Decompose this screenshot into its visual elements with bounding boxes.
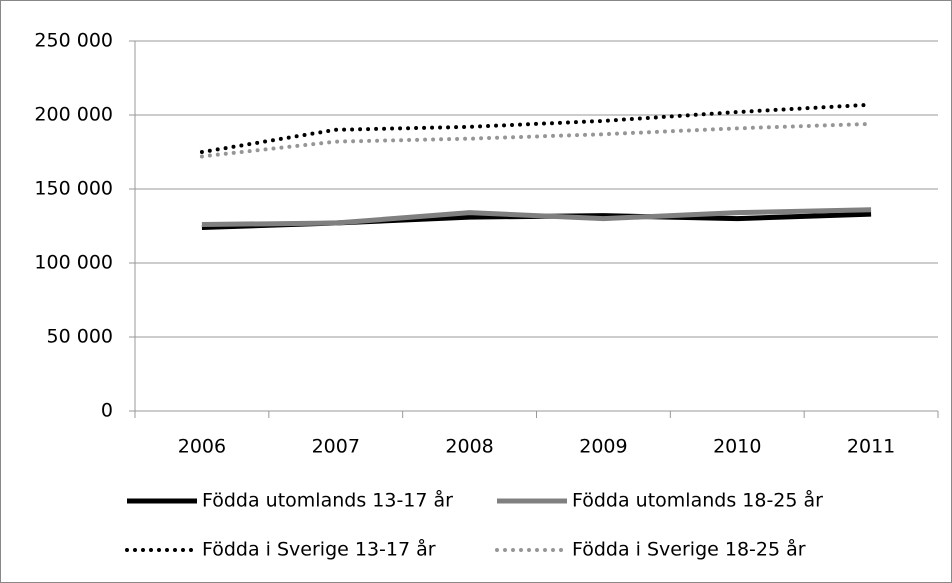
legend-label: Födda utomlands 18-25 år: [572, 489, 823, 512]
x-tick-label: 2007: [312, 436, 360, 458]
y-tick-label: 200 000: [34, 104, 113, 126]
y-tick-label: 150 000: [34, 178, 113, 200]
y-tick-label: 0: [101, 400, 113, 422]
x-tick-label: 2011: [847, 436, 895, 458]
y-tick-label: 100 000: [34, 252, 113, 274]
legend-label: Födda utomlands 13-17 år: [202, 489, 453, 512]
x-tick-label: 2008: [445, 436, 493, 458]
legend-label: Födda i Sverige 18-25 år: [572, 538, 806, 561]
x-tick-label: 2006: [178, 436, 226, 458]
x-tick-label: 2010: [713, 436, 761, 458]
series-line: [201, 207, 872, 228]
x-tick-label: 2009: [579, 436, 627, 458]
legend-label: Födda i Sverige 13-17 år: [202, 538, 436, 561]
series-line: [199, 102, 874, 154]
y-tick-label: 250 000: [34, 30, 113, 52]
y-tick-label: 50 000: [47, 326, 113, 348]
series-line: [199, 121, 874, 159]
